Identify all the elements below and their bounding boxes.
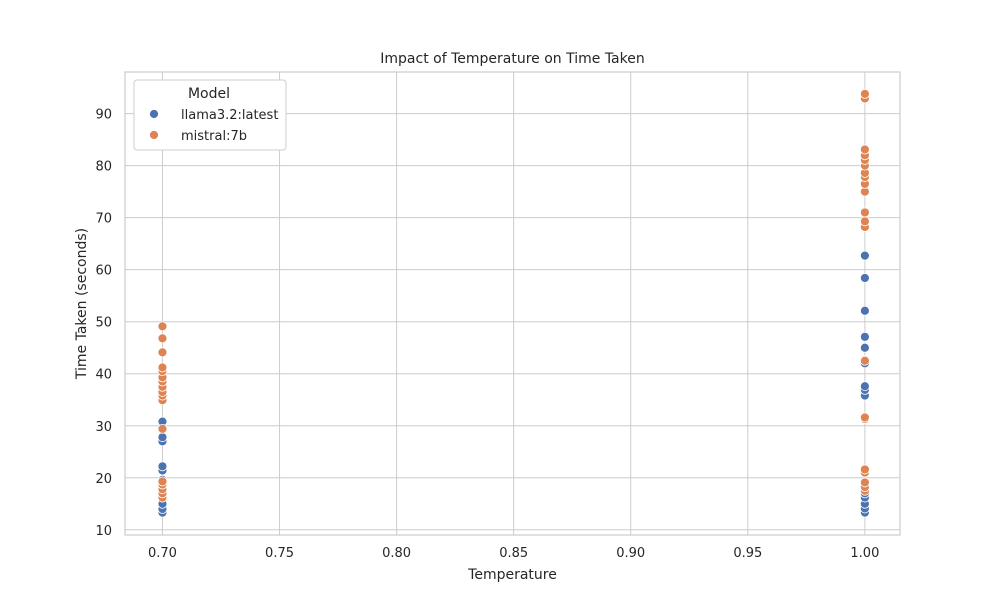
y-tick-label: 20 <box>95 472 112 487</box>
x-tick-label: 0.75 <box>265 546 294 561</box>
y-tick-label: 10 <box>95 524 112 539</box>
data-point <box>859 477 870 488</box>
legend-marker <box>149 109 159 119</box>
legend-marker <box>149 130 159 140</box>
data-point <box>157 461 168 472</box>
data-point <box>859 216 870 227</box>
legend: Model llama3.2:latest mistral:7b <box>133 79 287 151</box>
legend-box <box>133 79 287 151</box>
data-point <box>859 305 870 316</box>
y-tick-label: 80 <box>95 160 112 175</box>
x-tick-label: 0.70 <box>148 546 177 561</box>
data-point <box>157 321 168 332</box>
data-point <box>859 250 870 261</box>
y-tick-label: 90 <box>95 108 112 123</box>
y-tick-label: 60 <box>95 264 112 279</box>
data-point <box>859 144 870 155</box>
x-tick-label: 0.80 <box>382 546 411 561</box>
chart-title: Impact of Temperature on Time Taken <box>380 51 644 67</box>
x-tick-label: 0.90 <box>616 546 645 561</box>
legend-items: llama3.2:latest mistral:7b <box>149 108 278 144</box>
y-tick-label: 40 <box>95 368 112 383</box>
data-point <box>859 88 870 99</box>
data-point <box>157 432 168 443</box>
y-axis-label: Time Taken (seconds) <box>74 228 90 380</box>
plot-frame <box>124 71 901 536</box>
data-point <box>157 476 168 487</box>
data-point <box>859 381 870 392</box>
y-tick-label: 70 <box>95 212 112 227</box>
x-tick-label: 1.00 <box>850 546 879 561</box>
tick-labels: 0.70 0.75 0.80 0.85 0.90 0.95 1.00 10 20 30 40 50 60… <box>95 108 879 561</box>
data-points <box>157 88 870 518</box>
data-point <box>859 207 870 218</box>
x-axis-label: Temperature <box>467 567 557 583</box>
data-point <box>859 331 870 342</box>
legend-label: llama3.2:latest <box>181 108 278 123</box>
data-point <box>157 423 168 434</box>
x-tick-label: 0.95 <box>733 546 762 561</box>
data-point <box>859 342 870 353</box>
y-tick-label: 50 <box>95 316 112 331</box>
y-tick-label: 30 <box>95 420 112 435</box>
data-point <box>859 412 870 423</box>
legend-title: Model <box>188 86 230 102</box>
data-point <box>859 273 870 283</box>
grid <box>125 72 900 535</box>
data-point <box>859 464 870 475</box>
data-point <box>157 362 168 373</box>
x-tick-label: 0.85 <box>499 546 528 561</box>
data-point <box>859 355 870 366</box>
data-point <box>157 333 168 344</box>
legend-label: mistral:7b <box>181 129 247 144</box>
data-point <box>157 347 168 358</box>
